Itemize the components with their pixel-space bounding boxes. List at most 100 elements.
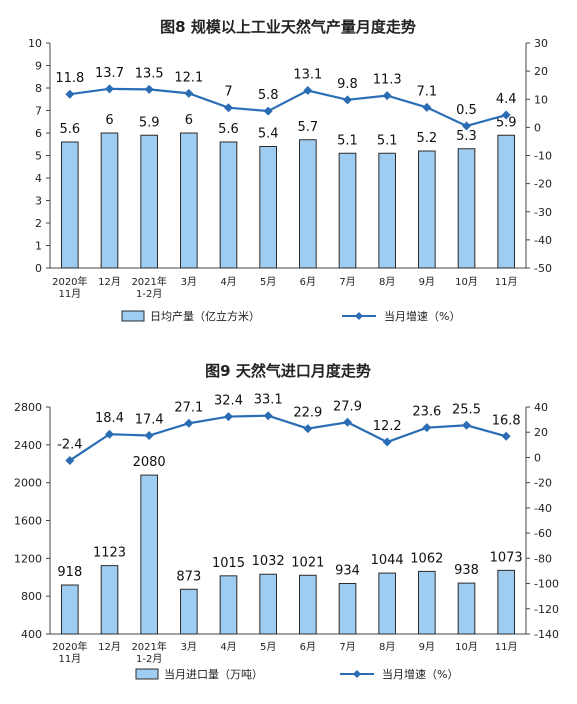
line-point (501, 431, 511, 441)
legend-bar-swatch (121, 310, 145, 322)
right-tick-label: 0 (534, 451, 541, 464)
bar-value-label: 5.1 (337, 133, 358, 148)
bar-value-label: 873 (176, 569, 201, 584)
bar-value-label: 5.6 (218, 122, 239, 137)
line-point (303, 86, 313, 96)
line-point (462, 121, 471, 131)
x-tick-label: 2021年 (131, 640, 166, 653)
left-tick-label: 3 (35, 195, 42, 208)
right-tick-label: 20 (534, 65, 548, 78)
x-tick-label: 12月 (98, 276, 121, 288)
right-tick-label: -10 (534, 150, 552, 163)
right-tick-label: -80 (534, 552, 552, 565)
x-tick-label: 11月 (58, 653, 81, 665)
bar-value-label: 1015 (212, 556, 245, 571)
left-tick-label: 6 (35, 127, 42, 140)
left-tick-label: 7 (35, 105, 42, 118)
x-tick-label: 11月 (495, 641, 518, 653)
bar-value-label: 1032 (252, 554, 285, 569)
bar-value-label: 938 (454, 563, 479, 578)
bar-value-label: 2080 (133, 455, 166, 470)
line-point (144, 431, 154, 441)
left-tick-label: 1600 (14, 515, 42, 528)
right-tick-label: -40 (534, 234, 552, 247)
line-point (382, 437, 392, 447)
right-tick-label: -40 (534, 502, 552, 515)
line-value-label: 17.4 (135, 413, 164, 428)
left-tick-label: 2000 (14, 477, 42, 490)
right-tick-label: 20 (534, 426, 548, 439)
line-value-label: 23.6 (412, 405, 441, 420)
left-tick-label: 0 (35, 262, 42, 275)
bar (100, 565, 119, 635)
bar (338, 152, 357, 269)
line-value-label: 11.3 (373, 73, 402, 88)
bar (219, 575, 238, 635)
x-tick-label: 6月 (300, 276, 316, 288)
line-point (343, 95, 352, 105)
bar-value-label: 918 (57, 565, 82, 580)
line-point (65, 89, 75, 99)
chart-1: 图8 规模以上工业天然气产量月度走势 0 1 2 3 4 5 6 7 8 9 10 -50 -40 -30 -… (28, 18, 552, 323)
line-point (184, 88, 194, 98)
right-tick-label: 40 (534, 401, 548, 414)
line-value-label: 12.1 (174, 70, 203, 85)
right-tick-label: 0 (534, 121, 541, 134)
bar-value-label: 5.9 (139, 115, 160, 130)
line-point (303, 424, 313, 434)
line-point (224, 103, 233, 113)
right-tick-label: 10 (534, 93, 548, 106)
left-tick-label: 1 (35, 240, 42, 253)
line-value-label: 12.2 (373, 419, 402, 434)
left-tick-label: 800 (21, 590, 42, 603)
growth-line (69, 87, 507, 128)
chart-title: 图9 天然气进口月度走势 (205, 362, 371, 380)
line-point (144, 84, 154, 94)
left-tick-label: 10 (28, 37, 42, 50)
bar (100, 132, 119, 269)
bar-value-label: 934 (335, 563, 360, 578)
x-tick-label: 4月 (220, 276, 236, 288)
bar-value-label: 1062 (410, 551, 443, 566)
x-tick-label: 9月 (419, 276, 435, 288)
line-value-label: 25.5 (452, 402, 481, 417)
right-tick-label: -20 (534, 178, 552, 191)
bar-value-label: 6 (105, 113, 113, 128)
line-point (65, 455, 75, 465)
x-tick-label: 3月 (181, 641, 197, 653)
line-point (343, 417, 352, 427)
left-tick-label: 2 (35, 217, 42, 230)
bar (219, 141, 238, 269)
x-tick-label: 7月 (339, 276, 355, 288)
x-tick-label: 12月 (98, 641, 121, 653)
bar-value-label: 5.2 (416, 131, 437, 146)
x-tick-label: 11月 (58, 288, 81, 300)
right-tick-label: -120 (534, 603, 559, 616)
line-value-label: 18.4 (95, 411, 124, 426)
bar (61, 584, 79, 635)
legend-line-label: 当月增速（%） (382, 667, 458, 681)
line-value-label: 5.8 (258, 88, 279, 103)
x-tick-label: 1-2月 (136, 288, 162, 300)
line-value-label: 11.8 (55, 71, 84, 86)
bar (259, 573, 277, 635)
line-point (501, 110, 511, 120)
bar-value-label: 5.7 (297, 120, 318, 135)
bar (497, 134, 515, 269)
x-tick-label: 8月 (379, 276, 395, 288)
legend-bar-label: 当月进口量（万吨） (164, 667, 263, 681)
left-tick-label: 8 (35, 82, 42, 95)
line-point (382, 91, 392, 101)
chart-2: 图9 天然气进口月度走势40080012001600200024002800-1… (14, 362, 559, 681)
bar (61, 141, 79, 269)
line-value-label: 13.1 (293, 68, 322, 83)
legend-line-label: 当月增速（%） (384, 309, 460, 323)
left-tick-label: 9 (35, 60, 42, 73)
line-value-label: 7 (224, 85, 232, 100)
right-tick-label: -60 (534, 527, 552, 540)
bar-value-label: 1123 (93, 546, 126, 561)
line-point (462, 420, 471, 430)
bar-value-label: 1073 (490, 550, 523, 565)
bar (457, 148, 476, 269)
